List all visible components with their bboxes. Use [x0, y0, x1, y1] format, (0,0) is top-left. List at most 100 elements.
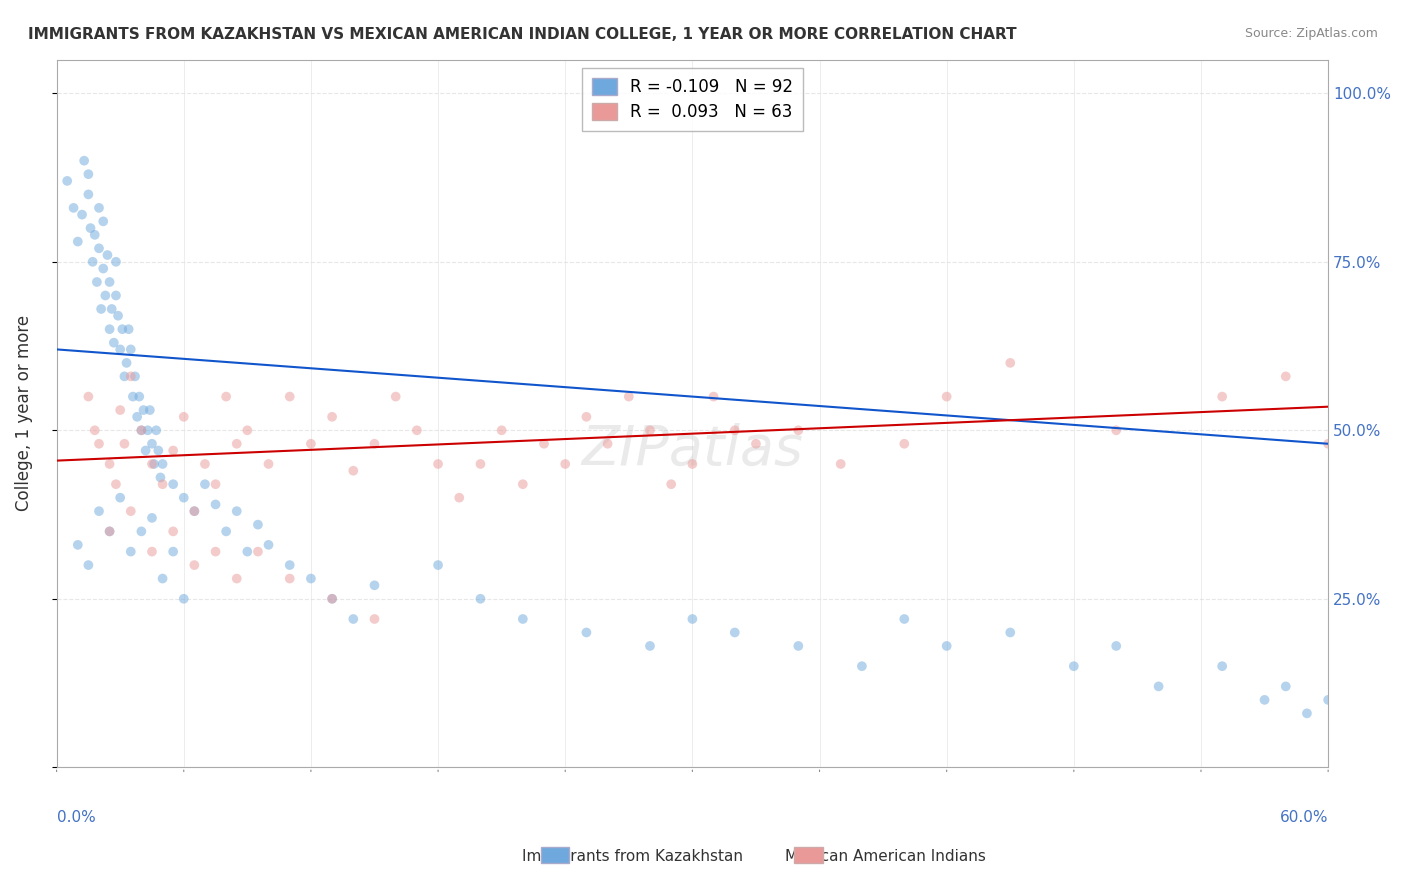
Point — [215, 390, 238, 404]
Point — [257, 457, 280, 471]
Point — [120, 343, 142, 357]
Text: 0.0%: 0.0% — [56, 810, 96, 825]
Point — [703, 390, 725, 404]
Point — [533, 436, 555, 450]
Point — [491, 423, 513, 437]
Text: Immigrants from Kazakhstan: Immigrants from Kazakhstan — [522, 849, 744, 863]
Point — [851, 659, 873, 673]
Point — [162, 544, 184, 558]
Point — [66, 538, 89, 552]
Point — [141, 544, 163, 558]
Point — [512, 477, 534, 491]
Point — [111, 322, 134, 336]
Point — [122, 390, 145, 404]
Text: Mexican American Indians: Mexican American Indians — [786, 849, 986, 863]
Point — [83, 227, 105, 242]
Point — [1105, 423, 1128, 437]
Point — [1274, 679, 1296, 693]
Point — [118, 322, 141, 336]
Point — [162, 443, 184, 458]
Point — [384, 390, 406, 404]
Point — [1211, 390, 1233, 404]
Y-axis label: College, 1 year or more: College, 1 year or more — [15, 316, 32, 511]
Point — [204, 497, 226, 511]
Point — [215, 524, 238, 539]
Point — [120, 369, 142, 384]
Point — [638, 639, 661, 653]
Point — [575, 409, 598, 424]
Point — [141, 436, 163, 450]
Point — [70, 208, 93, 222]
Point — [638, 423, 661, 437]
Point — [90, 301, 112, 316]
Point — [363, 578, 385, 592]
Point — [246, 544, 269, 558]
Point — [1063, 659, 1085, 673]
Point — [173, 409, 195, 424]
Point — [470, 457, 492, 471]
Point — [1317, 693, 1340, 707]
Point — [104, 254, 127, 268]
Point — [77, 167, 100, 181]
Point — [120, 544, 142, 558]
Point — [363, 612, 385, 626]
Point — [1317, 436, 1340, 450]
Point — [112, 369, 135, 384]
Point — [104, 477, 127, 491]
Point — [183, 504, 205, 518]
Point — [73, 153, 96, 168]
Point — [321, 591, 343, 606]
Point — [427, 558, 450, 572]
Point — [659, 477, 682, 491]
Point — [1211, 659, 1233, 673]
Point — [91, 214, 114, 228]
Point — [82, 254, 104, 268]
Point — [77, 187, 100, 202]
Point — [236, 544, 259, 558]
Point — [79, 221, 101, 235]
Legend: R = -0.109   N = 92, R =  0.093   N = 63: R = -0.109 N = 92, R = 0.093 N = 63 — [582, 68, 803, 131]
Point — [87, 504, 110, 518]
Point — [681, 457, 703, 471]
Point — [1000, 356, 1022, 370]
Point — [1253, 693, 1275, 707]
Point — [91, 261, 114, 276]
Point — [77, 390, 100, 404]
Point — [141, 457, 163, 471]
Point — [575, 625, 598, 640]
Point — [86, 275, 108, 289]
Point — [787, 639, 810, 653]
Point — [935, 639, 957, 653]
Point — [136, 423, 159, 437]
Point — [162, 477, 184, 491]
Point — [128, 390, 150, 404]
Point — [724, 625, 747, 640]
Point — [87, 201, 110, 215]
Point — [236, 423, 259, 437]
Point — [87, 241, 110, 255]
Point — [152, 477, 174, 491]
Point — [1105, 639, 1128, 653]
Point — [152, 457, 174, 471]
Point — [225, 436, 247, 450]
Point — [1147, 679, 1170, 693]
Point — [173, 491, 195, 505]
Point — [299, 436, 322, 450]
Point — [98, 275, 121, 289]
Point — [427, 457, 450, 471]
Point — [554, 457, 576, 471]
Point — [787, 423, 810, 437]
Point — [893, 612, 915, 626]
Point — [1274, 369, 1296, 384]
Point — [470, 591, 492, 606]
Point — [98, 524, 121, 539]
Point — [143, 457, 166, 471]
Point — [405, 423, 427, 437]
Point — [131, 524, 153, 539]
Point — [596, 436, 619, 450]
Point — [724, 423, 747, 437]
Point — [127, 409, 149, 424]
Point — [83, 423, 105, 437]
Point — [98, 524, 121, 539]
Point — [112, 436, 135, 450]
